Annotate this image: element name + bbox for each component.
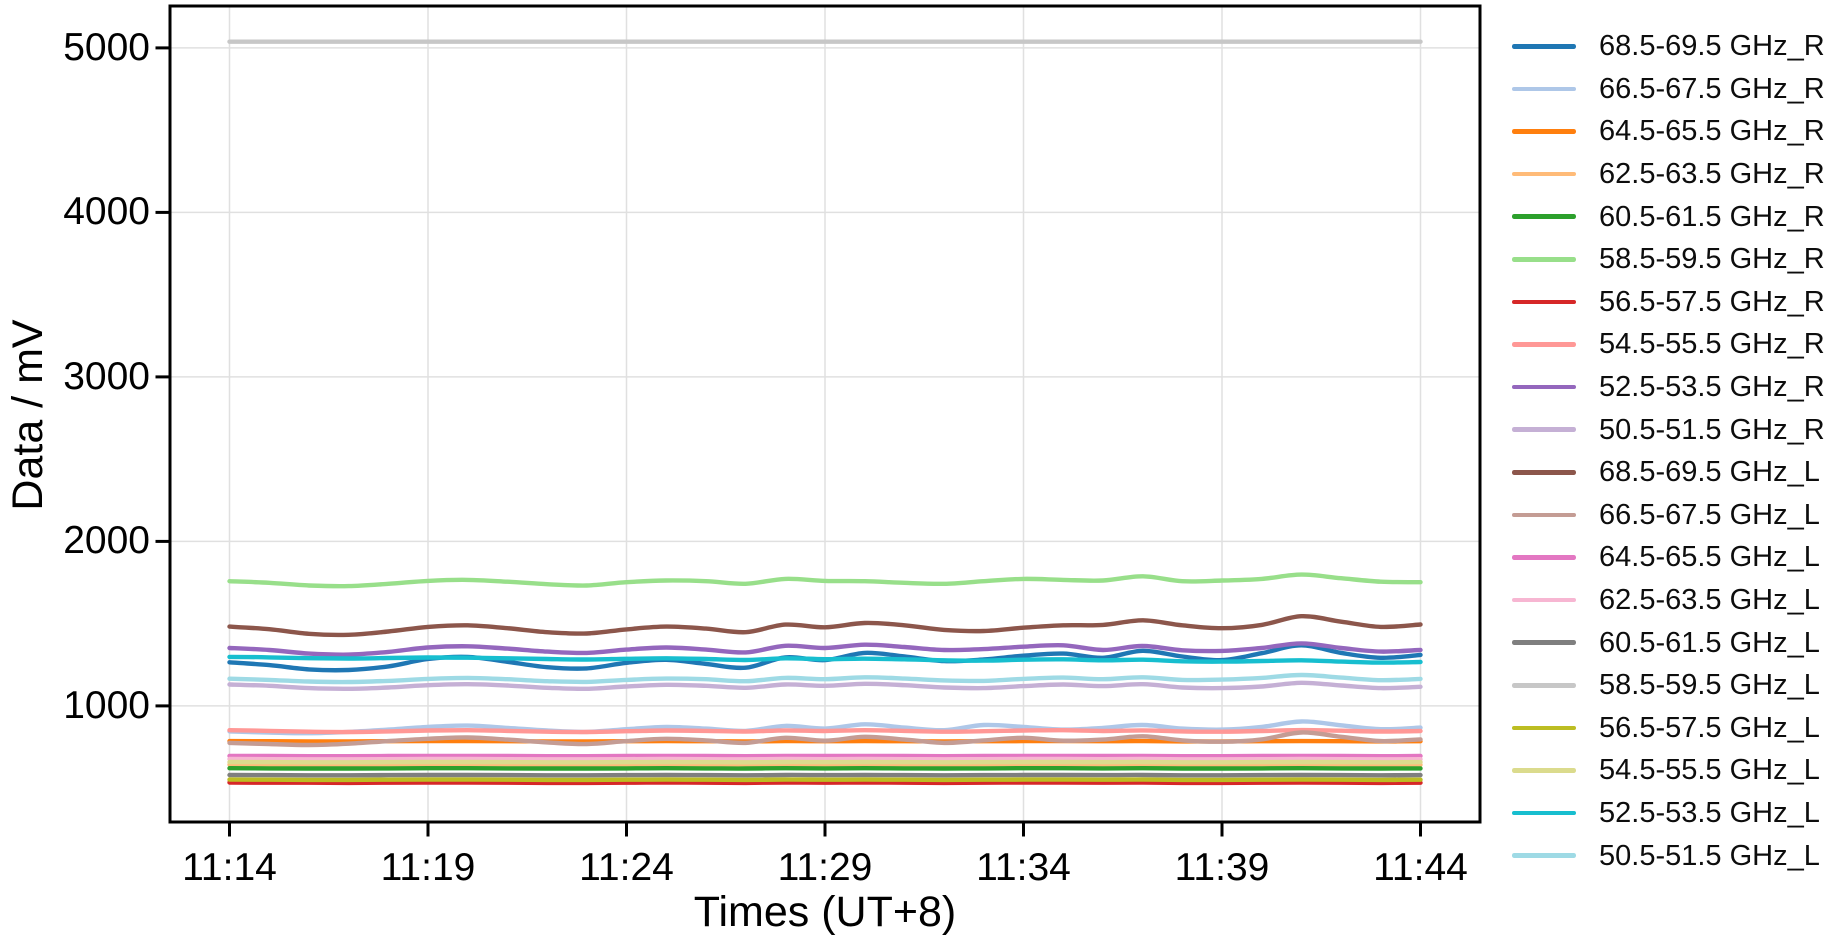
legend-label: 58.5-59.5 GHz_R <box>1599 243 1825 276</box>
x-tick-label: 11:44 <box>1373 846 1468 889</box>
legend-line-swatch <box>1512 469 1576 475</box>
legend-label: 68.5-69.5 GHz_R <box>1599 30 1825 63</box>
legend-label: 64.5-65.5 GHz_L <box>1599 541 1820 574</box>
legend-line-swatch <box>1512 597 1576 603</box>
legend-label: 58.5-59.5 GHz_L <box>1599 669 1820 702</box>
legend-item: 52.5-53.5 GHz_R <box>1512 366 1825 409</box>
series-line-6 <box>227 572 1423 589</box>
y-tick-label: 1000 <box>63 683 150 727</box>
series-line-10 <box>227 680 1423 692</box>
legend-item: 50.5-51.5 GHz_R <box>1512 408 1825 451</box>
legend-item: 64.5-65.5 GHz_R <box>1512 110 1825 153</box>
x-axis-label: Times (UT+8) <box>693 888 957 936</box>
legend-line-swatch <box>1512 512 1576 518</box>
legend-item: 58.5-59.5 GHz_L <box>1512 664 1825 707</box>
x-tick-label: 11:34 <box>976 846 1071 889</box>
x-tick-label: 11:39 <box>1174 846 1270 889</box>
legend-line-swatch <box>1512 256 1576 262</box>
legend-line-swatch <box>1512 44 1576 49</box>
legend-label: 56.5-57.5 GHz_L <box>1599 711 1820 744</box>
legend-item: 52.5-53.5 GHz_L <box>1512 792 1825 835</box>
legend-label: 68.5-69.5 GHz_L <box>1599 456 1820 489</box>
legend-label: 50.5-51.5 GHz_L <box>1599 839 1820 872</box>
legend-line-swatch <box>1512 171 1576 177</box>
legend-label: 56.5-57.5 GHz_R <box>1599 285 1825 318</box>
legend-label: 60.5-61.5 GHz_L <box>1599 626 1820 659</box>
legend-label: 54.5-55.5 GHz_L <box>1599 754 1820 787</box>
series-line-9 <box>227 641 1423 657</box>
legend-line-swatch <box>1512 725 1576 731</box>
legend-item: 68.5-69.5 GHz_L <box>1512 451 1825 494</box>
y-tick-label: 3000 <box>63 354 150 398</box>
legend-item: 56.5-57.5 GHz_L <box>1512 707 1825 750</box>
legend-line-swatch <box>1512 129 1576 134</box>
legend-item: 62.5-63.5 GHz_L <box>1512 579 1825 622</box>
legend-label: 64.5-65.5 GHz_R <box>1599 115 1825 148</box>
legend-label: 50.5-51.5 GHz_R <box>1599 413 1825 446</box>
legend-label: 54.5-55.5 GHz_R <box>1599 328 1825 361</box>
x-tick-label: 11:29 <box>777 846 873 889</box>
legend-line-swatch <box>1512 299 1576 305</box>
legend-line-swatch <box>1512 768 1576 773</box>
series-line-8 <box>227 727 1423 735</box>
legend-line-swatch <box>1512 427 1576 432</box>
legend-line-swatch <box>1512 682 1576 688</box>
legend-label: 66.5-67.5 GHz_L <box>1599 498 1820 531</box>
x-tick-label: 11:19 <box>380 846 476 889</box>
legend-item: 68.5-69.5 GHz_R <box>1512 25 1825 68</box>
legend-line-swatch <box>1512 86 1576 92</box>
legend-line-swatch <box>1512 214 1576 219</box>
x-tick-label: 11:24 <box>579 846 674 889</box>
legend-label: 52.5-53.5 GHz_R <box>1599 371 1825 404</box>
series-line-19 <box>227 654 1423 665</box>
y-tick-label: 4000 <box>63 190 150 234</box>
legend: 68.5-69.5 GHz_R 66.5-67.5 GHz_R 64.5-65.5 … <box>1512 25 1825 877</box>
legend-line-swatch <box>1512 384 1576 390</box>
legend-line-swatch <box>1512 810 1576 816</box>
legend-label: 60.5-61.5 GHz_R <box>1599 200 1825 233</box>
legend-line-swatch <box>1512 555 1576 560</box>
legend-label: 62.5-63.5 GHz_R <box>1599 158 1825 191</box>
y-tick-label: 2000 <box>63 519 150 563</box>
series-line-11 <box>227 613 1423 638</box>
legend-item: 58.5-59.5 GHz_R <box>1512 238 1825 281</box>
series-line-20 <box>227 672 1423 685</box>
legend-item: 54.5-55.5 GHz_R <box>1512 323 1825 366</box>
legend-item: 66.5-67.5 GHz_L <box>1512 494 1825 537</box>
legend-label: 62.5-63.5 GHz_L <box>1599 584 1820 617</box>
legend-item: 60.5-61.5 GHz_R <box>1512 195 1825 238</box>
legend-item: 56.5-57.5 GHz_R <box>1512 281 1825 324</box>
legend-item: 50.5-51.5 GHz_L <box>1512 834 1825 877</box>
legend-item: 54.5-55.5 GHz_L <box>1512 749 1825 792</box>
axes-spines <box>168 4 1482 824</box>
series-line-12 <box>227 730 1423 748</box>
y-tick-label: 5000 <box>63 25 150 69</box>
legend-label: 66.5-67.5 GHz_R <box>1599 72 1825 105</box>
legend-item: 66.5-67.5 GHz_R <box>1512 68 1825 111</box>
legend-line-swatch <box>1512 853 1576 858</box>
legend-item: 62.5-63.5 GHz_R <box>1512 153 1825 196</box>
x-tick-label: 11:14 <box>182 846 277 889</box>
legend-label: 52.5-53.5 GHz_L <box>1599 796 1820 829</box>
legend-item: 60.5-61.5 GHz_L <box>1512 621 1825 664</box>
legend-line-swatch <box>1512 342 1576 347</box>
legend-line-swatch <box>1512 640 1576 645</box>
legend-item: 64.5-65.5 GHz_L <box>1512 536 1825 579</box>
